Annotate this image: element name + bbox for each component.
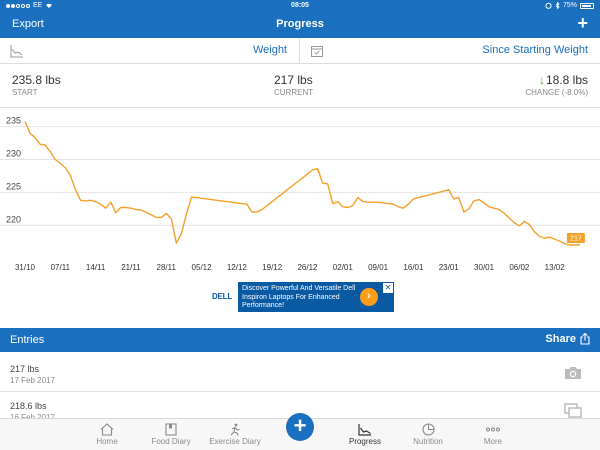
list-item[interactable]: 217 lbs 17 Feb 2017 [0, 356, 600, 392]
share-label: Share [545, 333, 576, 345]
add-button[interactable]: + [577, 13, 588, 33]
entries-title: Entries [10, 334, 45, 346]
home-icon [100, 423, 114, 436]
tab-label: Nutrition [413, 437, 443, 446]
entries-header: Entries Share [0, 328, 600, 352]
signal-icon [6, 3, 30, 8]
x-tick-label: 06/02 [509, 263, 530, 272]
x-tick-label: 23/01 [439, 263, 460, 272]
tab-more[interactable]: More [458, 423, 528, 446]
tab-label: More [483, 437, 503, 446]
progress-selector: Weight Since Starting Weight [0, 38, 600, 64]
y-tick-label: 220 [6, 214, 21, 224]
tab-progress[interactable]: Progress [330, 423, 400, 446]
weight-chart[interactable]: 220 225 230 235 31/10 07/11 14/11 21/11 28/11 05/… [0, 108, 600, 278]
current-stat: 217 lbs CURRENT [274, 73, 313, 97]
measurement-selector[interactable]: Weight [0, 38, 300, 64]
tab-home[interactable]: Home [72, 423, 142, 446]
x-tick-label: 13/02 [545, 263, 566, 272]
x-tick-label: 07/11 [51, 263, 71, 272]
change-stat: ↓18.8 lbs CHANGE (-8.0%) [525, 73, 588, 97]
ad-close-icon[interactable]: ✕ [383, 283, 393, 293]
end-value-label: 217 [570, 236, 582, 243]
carrier-label: EE [33, 2, 43, 9]
change-value: 18.8 lbs [545, 73, 588, 87]
tab-label: Food Diary [151, 437, 191, 446]
more-icon [486, 427, 500, 432]
food-diary-icon [165, 423, 177, 436]
y-tick-label: 225 [6, 181, 21, 191]
x-tick-label: 26/12 [297, 263, 318, 272]
tab-nutrition[interactable]: Nutrition [393, 423, 463, 446]
tab-food-diary[interactable]: Food Diary [136, 423, 206, 446]
x-tick-label: 30/01 [474, 263, 495, 272]
dell-logo: DELL [206, 282, 238, 312]
nav-bar: Export Progress + [0, 12, 600, 38]
clock: 08:05 [291, 2, 309, 9]
tab-exercise-diary[interactable]: Exercise Diary [200, 423, 270, 446]
x-tick-label: 16/01 [403, 263, 424, 272]
weight-chart-svg: 220 225 230 235 31/10 07/11 14/11 21/11 28/11 05/… [0, 116, 600, 272]
end-value-marker [566, 233, 585, 243]
x-tick-label: 28/11 [157, 263, 177, 272]
tab-label: Progress [348, 437, 381, 446]
start-value: 235.8 lbs [12, 73, 61, 87]
export-button[interactable]: Export [12, 18, 44, 30]
date-range-selector[interactable]: Since Starting Weight [300, 38, 600, 64]
status-bar: EE 08:05 75% [0, 0, 600, 12]
pie-chart-icon [421, 423, 435, 436]
weight-series-line [24, 121, 580, 246]
exercise-icon [230, 423, 240, 436]
alarm-icon [545, 2, 552, 9]
bluetooth-icon [555, 2, 560, 9]
ad-banner[interactable]: DELL Discover Powerful And Versatile Del… [206, 282, 394, 312]
x-tick-label: 31/10 [15, 263, 36, 272]
y-tick-label: 230 [6, 148, 21, 158]
measurement-label: Weight [252, 44, 287, 56]
entry-date: 17 Feb 2017 [10, 376, 55, 385]
top-bar: EE 08:05 75% Export Progress + [0, 0, 600, 38]
battery-percent: 75% [562, 2, 577, 9]
current-caption: CURRENT [274, 88, 314, 97]
tab-label: Home [96, 437, 118, 446]
start-caption: START [12, 88, 38, 97]
x-tick-label: 14/11 [86, 263, 106, 272]
tab-label: Exercise Diary [209, 437, 261, 446]
battery-icon [580, 2, 594, 9]
x-tick-label: 19/12 [262, 263, 283, 272]
change-caption: CHANGE (-8.0%) [525, 88, 588, 97]
page-title: Progress [276, 18, 324, 30]
ad-arrow-button[interactable]: › [360, 288, 378, 306]
weight-summary: 235.8 lbs START 217 lbs CURRENT ↓18.8 lb… [0, 64, 600, 108]
entry-date: 16 Feb 2017 [10, 413, 55, 422]
chart-icon [10, 45, 23, 58]
x-tick-label: 21/11 [121, 263, 141, 272]
start-stat: 235.8 lbs START [12, 73, 61, 97]
x-tick-label: 12/12 [227, 263, 248, 272]
down-arrow-icon: ↓ [538, 73, 545, 87]
date-range-label: Since Starting Weight [482, 44, 588, 56]
share-button[interactable]: Share [545, 333, 590, 345]
x-tick-label: 09/01 [368, 263, 389, 272]
quick-add-button[interactable]: + [286, 413, 314, 441]
y-tick-label: 235 [6, 116, 21, 126]
wifi-icon [46, 3, 53, 9]
entry-weight: 218.6 lbs [10, 401, 47, 411]
camera-icon[interactable] [564, 365, 582, 381]
ad-text: Discover Powerful And Versatile Dell Ins… [242, 285, 356, 309]
current-value: 217 lbs [274, 73, 313, 87]
x-tick-label: 02/01 [333, 263, 354, 272]
photos-icon[interactable] [564, 402, 582, 418]
x-tick-label: 05/12 [192, 263, 213, 272]
calendar-icon [311, 46, 323, 57]
progress-icon [358, 424, 371, 436]
entry-weight: 217 lbs [10, 364, 40, 374]
share-icon [580, 333, 590, 345]
